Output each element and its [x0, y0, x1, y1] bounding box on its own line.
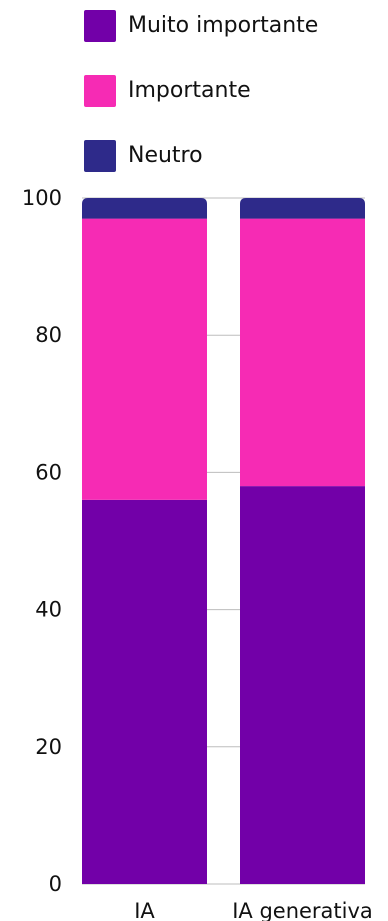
bar-ia-generativa-muito-importante [240, 486, 365, 884]
y-tick-label-0: 0 [49, 872, 62, 896]
bar-ia-muito-importante [82, 499, 207, 884]
y-tick-label-100: 100 [22, 186, 62, 210]
y-tick-label-40: 40 [35, 598, 62, 622]
x-category-label-ia-generativa: IA generativa [232, 899, 373, 921]
y-tick-label-20: 20 [35, 735, 62, 759]
y-tick-label-60: 60 [35, 460, 62, 484]
legend-swatch-neutro [84, 140, 116, 172]
y-tick-label-80: 80 [35, 323, 62, 347]
legend-label-importante: Importante [128, 78, 251, 103]
bar-ia-importante [82, 218, 207, 500]
legend-swatch-importante [84, 75, 116, 107]
x-category-label-ia: IA [134, 899, 155, 921]
bar-ia-generativa-importante [240, 218, 365, 487]
legend-label-neutro: Neutro [128, 143, 203, 168]
legend-swatch-muito-importante [84, 10, 116, 42]
bar-ia-neutro [82, 198, 207, 219]
bar-ia-generativa-neutro [240, 198, 365, 219]
legend-label-muito-importante: Muito importante [128, 13, 319, 38]
